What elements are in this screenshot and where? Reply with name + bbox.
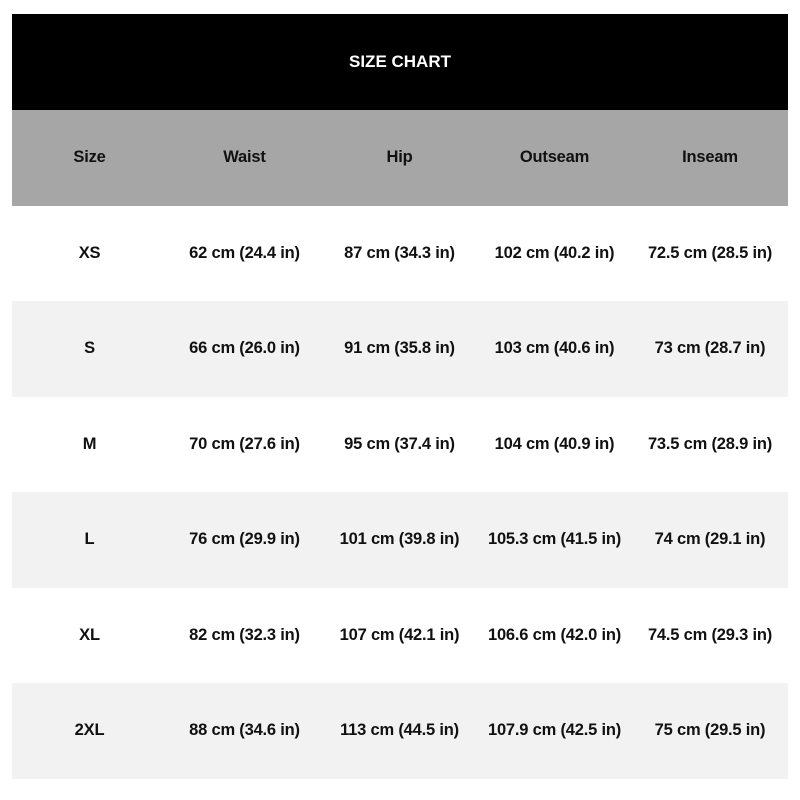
cell-inseam: 75 cm (29.5 in) [654,721,766,740]
table-row: M 70 cm (27.6 in) 95 cm (37.4 in) 104 cm (4… [12,397,788,493]
cell-hip: 107 cm (42.1 in) [339,625,460,644]
cell-outseam: 102 cm (40.2 in) [494,243,615,262]
cell-waist: 62 cm (24.4 in) [189,243,300,262]
cell-waist: 70 cm (27.6 in) [189,434,300,453]
cell-size: L [84,530,95,549]
cell-size: S [84,339,95,358]
cell-waist: 66 cm (26.0 in) [189,339,300,358]
size-chart-table: SIZE CHART Size Waist Hip Outseam Inseam… [12,14,788,779]
table-row: 2XL 88 cm (34.6 in) 113 cm (44.5 in) 107.9 … [12,683,788,779]
header-row: Size Waist Hip Outseam Inseam [12,110,788,206]
cell-outseam: 106.6 cm (42.0 in) [487,625,622,644]
table-row: L 76 cm (29.9 in) 101 cm (39.8 in) 105.3 cm… [12,492,788,588]
cell-outseam: 105.3 cm (41.5 in) [487,530,622,549]
header-hip: Hip [386,148,413,167]
table-row: S 66 cm (26.0 in) 91 cm (35.8 in) 103 cm (4… [12,301,788,397]
cell-hip: 91 cm (35.8 in) [344,339,455,358]
cell-size: 2XL [74,721,105,740]
cell-hip: 113 cm (44.5 in) [340,721,459,740]
cell-outseam: 103 cm (40.6 in) [494,339,615,358]
header-size: Size [73,148,106,167]
size-chart-title: SIZE CHART [12,14,788,110]
header-inseam: Inseam [682,148,738,167]
cell-waist: 76 cm (29.9 in) [189,530,300,549]
table-row: XS 62 cm (24.4 in) 87 cm (34.3 in) 102 cm (… [12,206,788,302]
cell-outseam: 107.9 cm (42.5 in) [487,721,622,740]
cell-inseam: 74 cm (29.1 in) [654,530,766,549]
table-row: XL 82 cm (32.3 in) 107 cm (42.1 in) 106.6 c… [12,588,788,684]
header-waist: Waist [223,148,266,167]
cell-hip: 95 cm (37.4 in) [344,434,455,453]
header-outseam: Outseam [519,148,590,167]
cell-waist: 88 cm (34.6 in) [189,721,300,740]
cell-inseam: 74.5 cm (29.3 in) [647,625,773,644]
cell-size: M [82,434,97,453]
cell-waist: 82 cm (32.3 in) [189,625,300,644]
cell-inseam: 72.5 cm (28.5 in) [647,243,773,262]
cell-hip: 101 cm (39.8 in) [339,530,460,549]
cell-size: XS [78,243,101,262]
cell-outseam: 104 cm (40.9 in) [494,434,615,453]
cell-inseam: 73.5 cm (28.9 in) [647,434,773,453]
cell-hip: 87 cm (34.3 in) [344,243,455,262]
cell-size: XL [79,625,100,644]
cell-inseam: 73 cm (28.7 in) [654,339,766,358]
